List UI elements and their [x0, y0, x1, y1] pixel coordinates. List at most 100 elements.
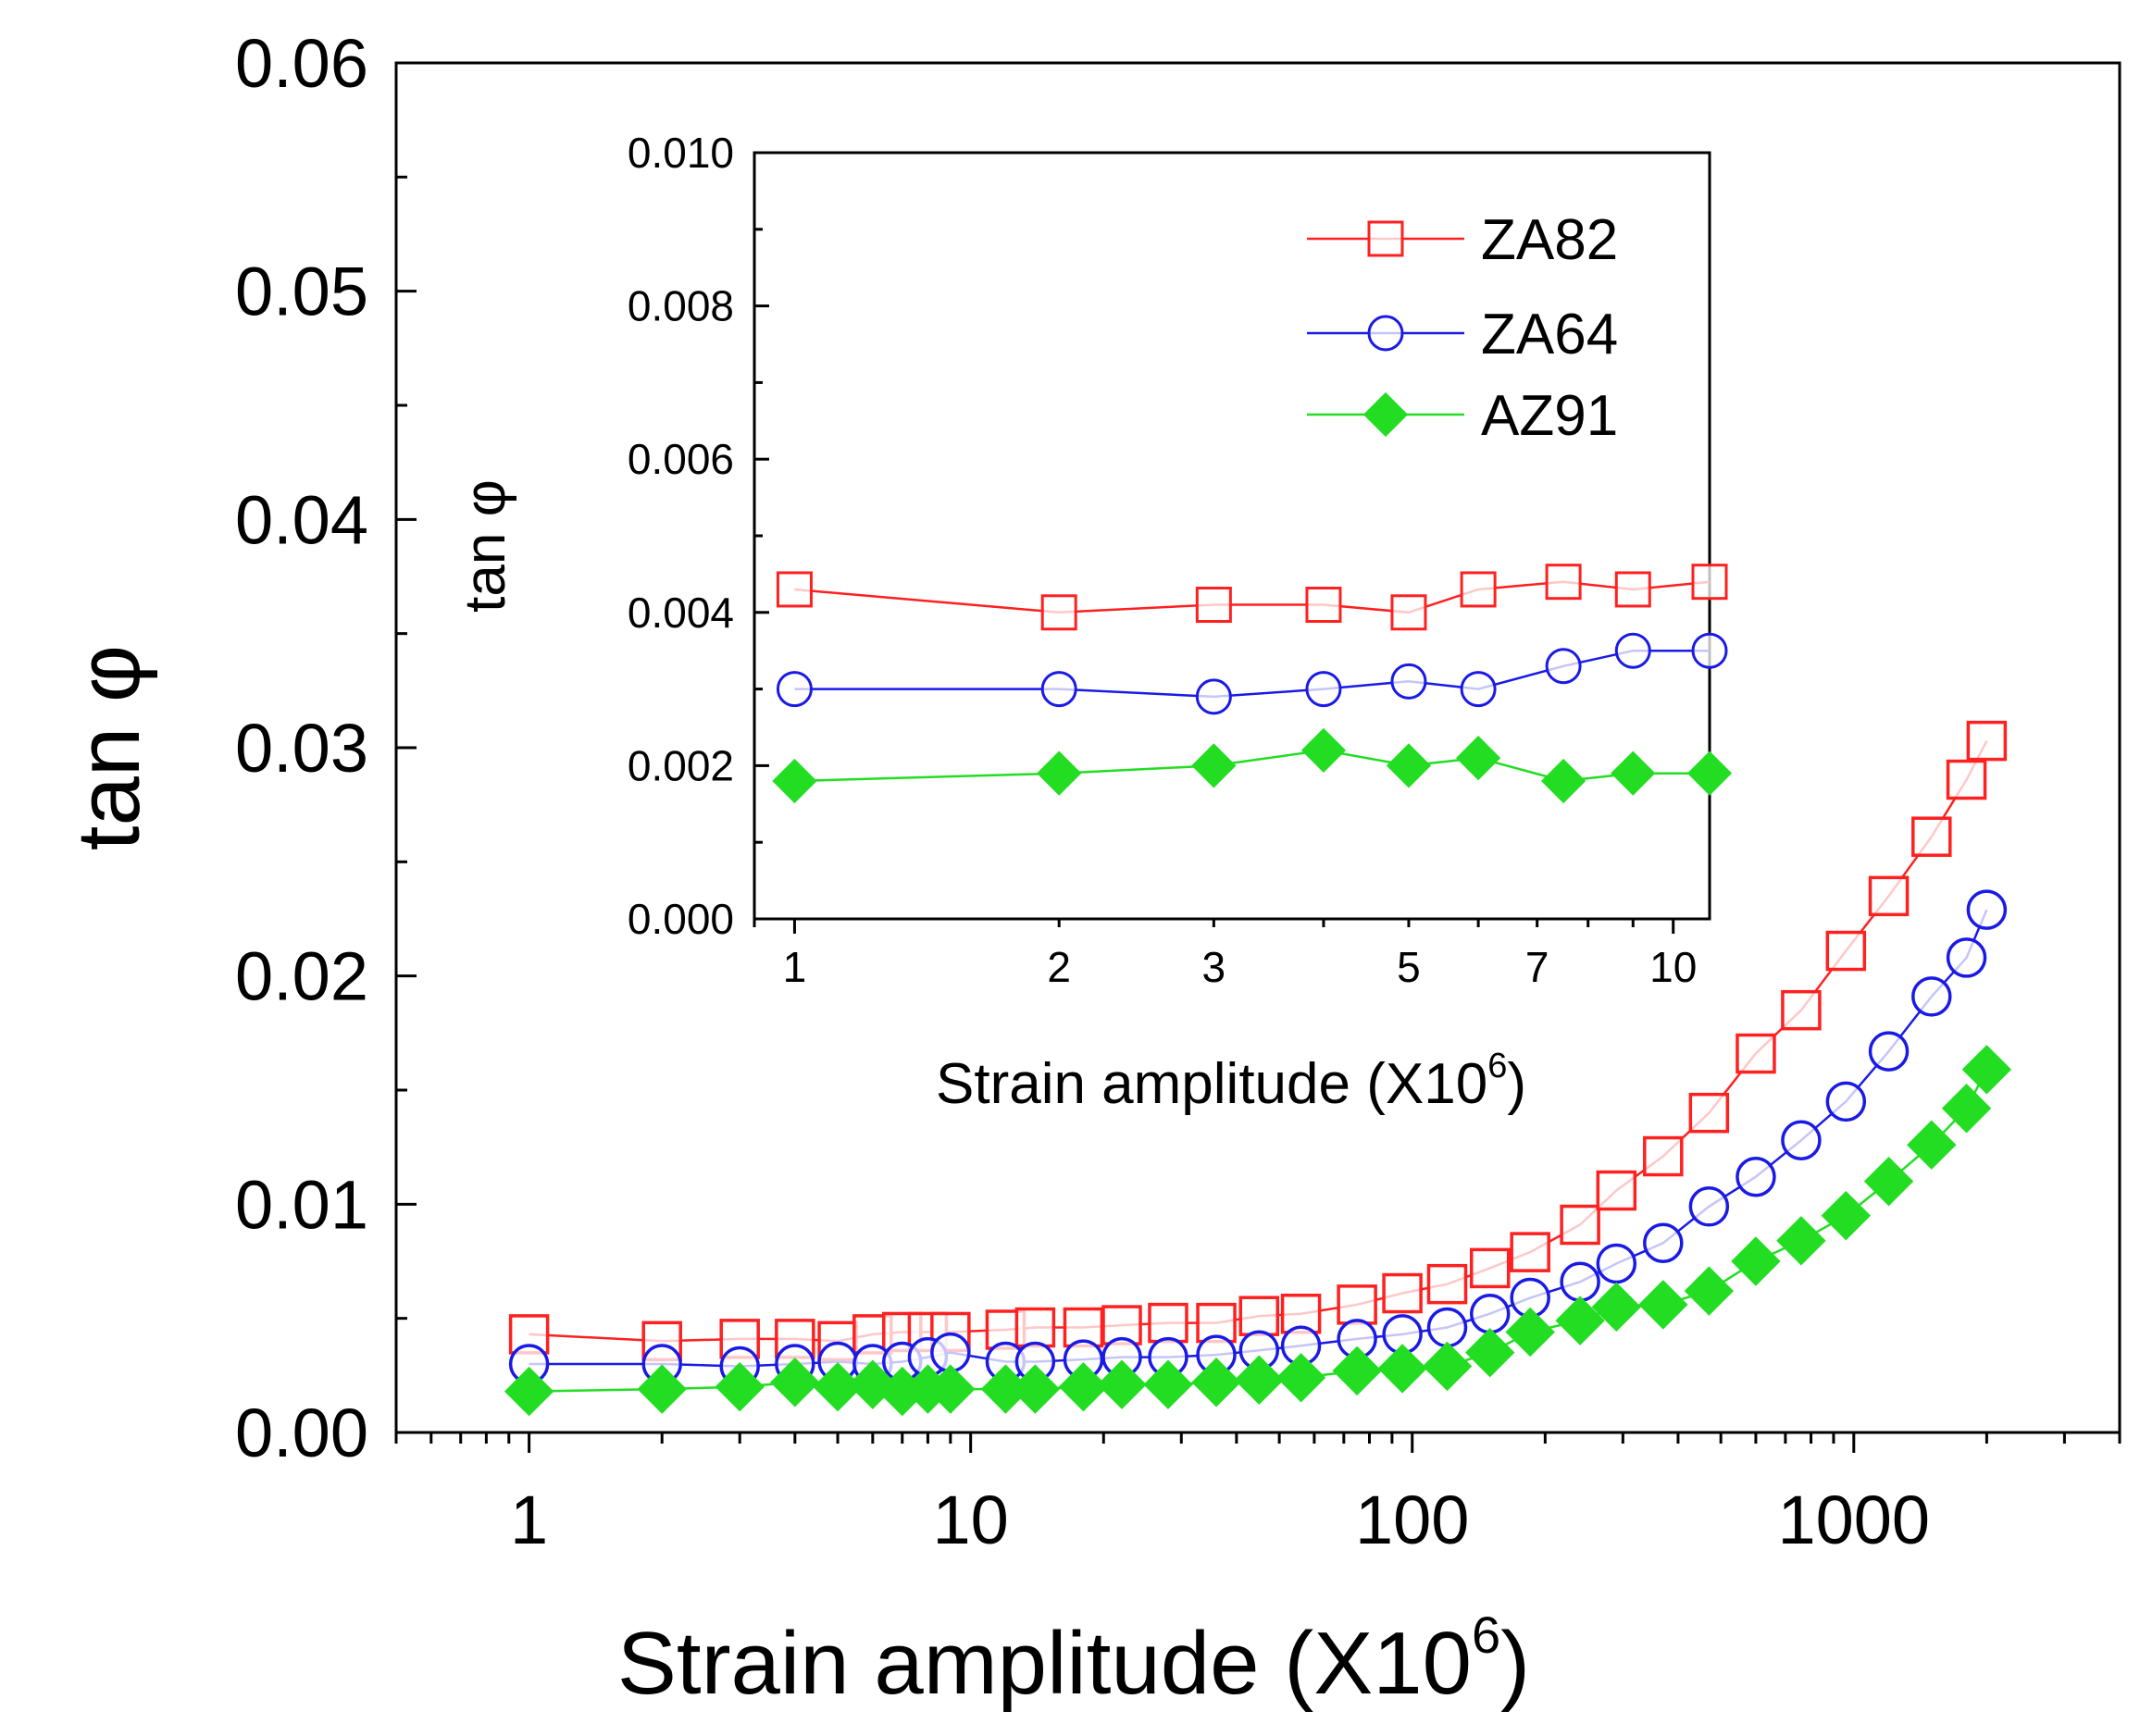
- inset-x-tick-label: 5: [1397, 943, 1421, 991]
- inset-az91-point: [772, 758, 817, 804]
- main-az91-point: [1731, 1236, 1781, 1286]
- inset-za82-point: [1691, 564, 1728, 601]
- main-za64-point: [1469, 1293, 1511, 1334]
- inset-za82-point: [1460, 571, 1497, 608]
- inset-za64-point: [1545, 648, 1582, 685]
- legend-item-za82: ZA82: [1307, 208, 1618, 272]
- inset-x-axis-label-text: Strain amplitude (X10: [936, 1052, 1487, 1116]
- inset-az91-point: [1456, 736, 1501, 781]
- inset-za64-point: [1614, 632, 1651, 669]
- inset-series: [772, 564, 1733, 804]
- main-za64-point: [1868, 1031, 1910, 1072]
- main-az91-point: [504, 1366, 554, 1417]
- main-y-axis-label: tan φ: [59, 645, 158, 850]
- inset-az91-point: [1611, 750, 1656, 796]
- main-az91-point: [1961, 1045, 2012, 1095]
- main-az91-point: [1332, 1345, 1382, 1396]
- main-az91-point: [1821, 1190, 1872, 1241]
- main-az91-point: [770, 1358, 820, 1407]
- inset-y-ticks: 0.000 0.002 0.004 0.006 0.008 0.010: [628, 129, 769, 943]
- main-y-tick-label: 0.01: [235, 1166, 368, 1243]
- legend-item-az91: AZ91: [1307, 384, 1618, 448]
- inset-az91-point: [1386, 743, 1432, 788]
- main-za64-point: [1825, 1081, 1867, 1122]
- inset-y-tick-label: 0.004: [628, 589, 734, 637]
- main-za82-point: [1510, 1232, 1550, 1272]
- main-x-axis-label-superscript: 6: [1472, 1606, 1500, 1664]
- inset-za82-point: [1040, 594, 1077, 631]
- inset-za82-point: [1305, 587, 1342, 624]
- main-y-ticks: 0.00 0.01 0.02 0.03 0.04 0.05 0.06: [235, 25, 417, 1471]
- main-x-ticks: 1 10 100 1000: [394, 1432, 2121, 1558]
- main-az91-point: [1638, 1280, 1688, 1330]
- main-za82-point: [1946, 759, 1987, 800]
- main-x-tick-label: 1: [510, 1482, 548, 1558]
- inset-za64-point: [1691, 632, 1728, 669]
- inset-za64-point: [1305, 671, 1342, 708]
- inset-y-tick-label: 0.002: [628, 741, 734, 789]
- main-za64-point: [1688, 1186, 1730, 1227]
- main-plot: 0.000.010.020.030.040.050.06 1 10 100 1000 …: [59, 25, 2121, 1713]
- main-az91-point: [1907, 1120, 1957, 1170]
- main-za82-point: [1643, 1135, 1684, 1177]
- inset-za64-point: [1390, 663, 1427, 700]
- main-za82-point: [1014, 1307, 1056, 1348]
- main-az91-point: [1465, 1327, 1515, 1378]
- inset-x-axis-label-close: ): [1507, 1052, 1526, 1116]
- inset-x-axis-label: Strain amplitude (X106): [936, 1047, 1526, 1116]
- inset-series-az91: [772, 727, 1733, 804]
- main-az91-point: [1941, 1084, 1992, 1134]
- main-series-za64: [508, 889, 2008, 1387]
- main-za82-point: [1781, 989, 1822, 1031]
- inset-x-tick-label: 10: [1649, 943, 1697, 991]
- inset-za82-point: [1390, 594, 1427, 631]
- main-az91-point: [1555, 1296, 1605, 1345]
- main-az91-point: [1505, 1307, 1555, 1358]
- main-az91-point: [1143, 1359, 1193, 1409]
- main-za82-point: [1868, 875, 1910, 917]
- main-za82-point: [1560, 1204, 1600, 1246]
- main-za82-point: [1426, 1263, 1468, 1305]
- inset-x-ticks: 1 2 3 5 7 10: [753, 919, 1697, 991]
- inset-series-za64: [776, 632, 1728, 715]
- main-za82-point: [1596, 1170, 1637, 1211]
- main-za82-point: [1238, 1296, 1280, 1336]
- main-za64-point: [1596, 1243, 1637, 1284]
- inset-y-tick-label: 0.000: [628, 895, 734, 943]
- main-x-axis-label-text: Strain amplitude (X10: [617, 1614, 1472, 1713]
- main-series-za82: [508, 720, 2008, 1362]
- main-series-az91: [504, 1045, 2012, 1417]
- main-x-axis-label: Strain amplitude (X106): [617, 1606, 1530, 1713]
- main-az91-point: [1684, 1266, 1735, 1316]
- main-za64-point: [1781, 1120, 1822, 1161]
- main-az91-point: [1591, 1282, 1642, 1333]
- legend-marker-az91: [1362, 391, 1409, 438]
- main-y-tick-label: 0.06: [235, 25, 368, 102]
- inset-az91-point: [1686, 750, 1733, 796]
- inset-y-tick-label: 0.008: [628, 282, 734, 330]
- main-az91-point: [715, 1361, 765, 1412]
- main-az91-point: [1377, 1344, 1427, 1394]
- main-az91-point: [1234, 1355, 1284, 1405]
- inset-az91-point: [1191, 743, 1237, 788]
- legend-label-za64: ZA64: [1481, 303, 1618, 366]
- inset-y-tick-label: 0.010: [628, 129, 734, 177]
- main-za82-point: [1911, 816, 1952, 857]
- main-za64-point: [1426, 1307, 1468, 1348]
- inset-x-axis-label-superscript: 6: [1487, 1047, 1507, 1085]
- main-za64-point: [1966, 889, 2008, 930]
- inset-za82-point: [1614, 571, 1651, 608]
- inset-za64-point: [776, 671, 813, 708]
- inset-za82-point: [776, 571, 813, 608]
- main-az91-point: [1010, 1364, 1061, 1414]
- main-az91-point: [926, 1364, 976, 1414]
- main-za64-point: [1911, 976, 1952, 1017]
- inset-x-tick-label: 1: [783, 943, 807, 991]
- inset-za82-point: [1545, 564, 1582, 601]
- inset-az91-point: [1540, 758, 1586, 804]
- inset-az91-point: [1300, 727, 1347, 773]
- main-az91-point: [1776, 1216, 1826, 1266]
- main-x-tick-label: 100: [1355, 1482, 1469, 1558]
- main-y-tick-label: 0.03: [235, 710, 368, 787]
- main-az91-point: [1863, 1156, 1914, 1207]
